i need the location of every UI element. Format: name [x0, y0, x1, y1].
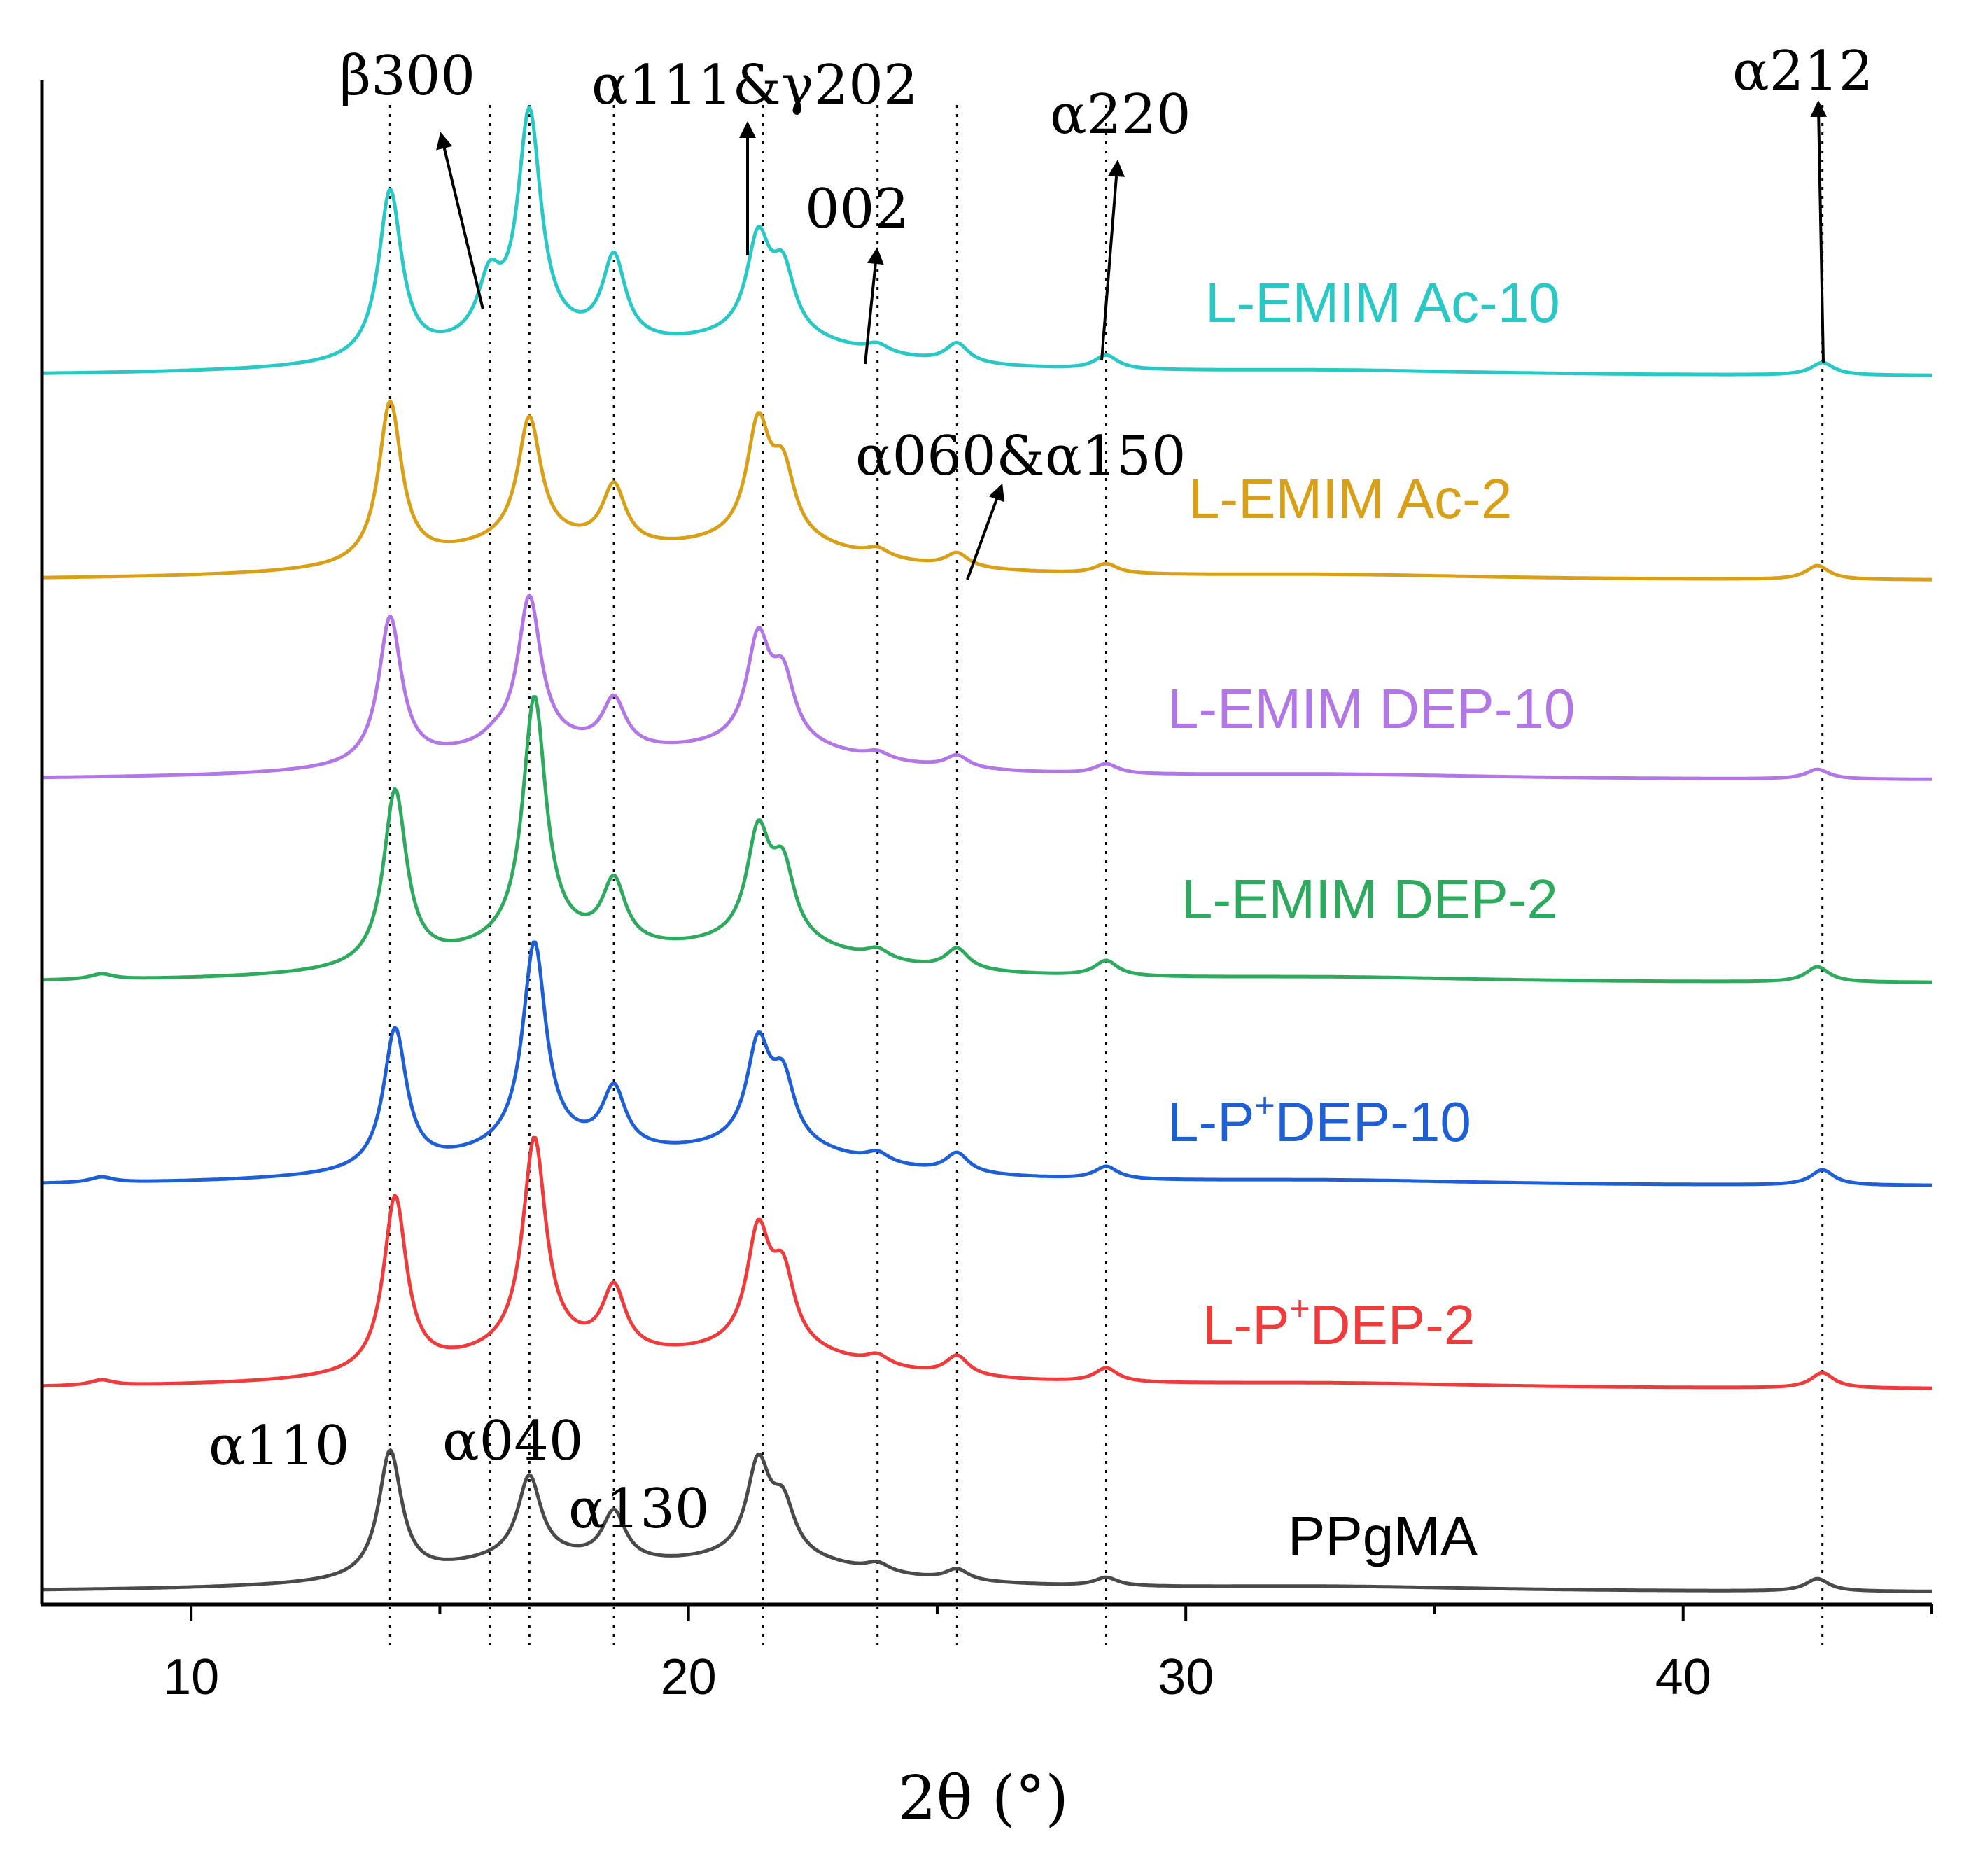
series-label-emim-dep2: L-EMIM DEP-2 [1181, 868, 1558, 930]
arrow-a212 [1810, 100, 1828, 363]
arrow-a060 [966, 483, 1005, 580]
peak-annotations: β300 α111&γ202 002 α220 α212 α060&α150 α… [209, 40, 1874, 1541]
x-ticks: 10 20 30 40 [163, 1604, 1933, 1705]
series-line-0 [41, 1448, 1932, 1593]
axes [40, 80, 1932, 1606]
series-labels: PPgMA L-P+DEP-2 L-P+DEP-10 L-EMIM DEP-2 … [1167, 272, 1575, 1567]
series-label-emim-ac10: L-EMIM Ac-10 [1205, 272, 1560, 334]
series-label-emim-ac2: L-EMIM Ac-2 [1188, 468, 1512, 530]
series-line-3 [41, 695, 1932, 984]
reference-lines [388, 105, 1824, 1645]
annotation-a110: α110 [209, 1415, 350, 1478]
annotation-a130: α130 [568, 1478, 710, 1541]
x-tick-label-40: 40 [1655, 1649, 1711, 1705]
series-line-6 [42, 105, 1932, 377]
annotation-a040: α040 [442, 1410, 584, 1473]
series-line-2 [42, 940, 1932, 1187]
annotation-a220: α220 [1050, 83, 1191, 146]
annotation-beta300: β300 [339, 45, 475, 108]
series-line-5 [41, 399, 1933, 582]
x-tick-label-10: 10 [163, 1649, 219, 1705]
arrow-002 [864, 247, 884, 365]
series-label-emim-dep10: L-EMIM DEP-10 [1167, 678, 1575, 740]
x-tick-label-30: 30 [1158, 1649, 1214, 1705]
series-label-lpdep2: L-P+DEP-2 [1202, 1289, 1475, 1356]
annotation-a060: α060&α150 [855, 425, 1186, 488]
x-axis-label: 2θ (°) [898, 1763, 1069, 1833]
arrow-beta300 [436, 132, 484, 310]
annotation-002: 002 [805, 178, 909, 241]
series-line-1 [42, 1135, 1932, 1390]
annotation-a212: α212 [1732, 40, 1874, 103]
annotation-a111: α111&γ202 [591, 54, 918, 117]
series-line-4 [42, 593, 1932, 781]
series-curves [41, 105, 1933, 1593]
x-tick-label-20: 20 [661, 1649, 717, 1705]
series-label-lpdep10: L-P+DEP-10 [1167, 1086, 1471, 1153]
arrow-a220 [1100, 160, 1125, 361]
series-label-ppgma: PPgMA [1288, 1505, 1478, 1567]
